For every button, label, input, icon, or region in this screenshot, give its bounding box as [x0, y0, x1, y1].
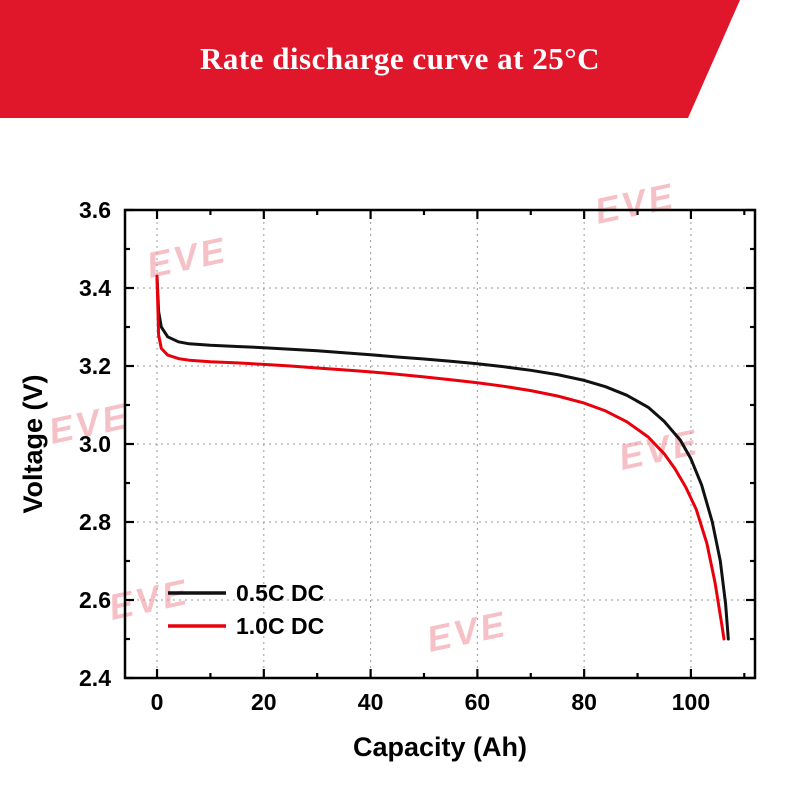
x-tick-label: 80: [571, 689, 597, 715]
eve-watermark: EVE: [423, 603, 511, 660]
y-tick-label: 3.2: [79, 353, 111, 379]
y-tick-label: 3.0: [79, 431, 111, 457]
y-tick-label: 2.4: [79, 665, 111, 691]
page-title: Rate discharge curve at 25°C: [199, 41, 601, 76]
x-tick-label: 0: [151, 689, 164, 715]
series-line-0-5c-dc: [155, 274, 730, 641]
chart-area: EVE EVE EVE EVE EVE EVE 0 20 40 60 80 100 2.4 2.6 2.8 3…: [0, 138, 800, 798]
y-tick-label: 2.6: [79, 587, 111, 613]
x-tick-label: 100: [672, 689, 710, 715]
eve-watermark: EVE: [105, 571, 193, 628]
x-axis-title: Capacity (Ah): [353, 732, 527, 762]
legend-label-0-5c-dc: 0.5C DC: [236, 580, 324, 606]
y-axis-title: Voltage (V): [18, 374, 48, 513]
legend-label-1-0c-dc: 1.0C DC: [236, 613, 324, 639]
y-tick-label: 3.4: [79, 275, 111, 301]
x-tick-label: 20: [251, 689, 277, 715]
eve-watermark: EVE: [591, 175, 679, 232]
title-banner: Rate discharge curve at 25°C: [0, 0, 740, 118]
series-line-1-0c-dc: [155, 274, 726, 641]
x-tick-label: 60: [465, 689, 491, 715]
y-tick-label: 2.8: [79, 509, 111, 535]
x-tick-label: 40: [358, 689, 384, 715]
y-tick-label: 3.6: [79, 197, 111, 223]
